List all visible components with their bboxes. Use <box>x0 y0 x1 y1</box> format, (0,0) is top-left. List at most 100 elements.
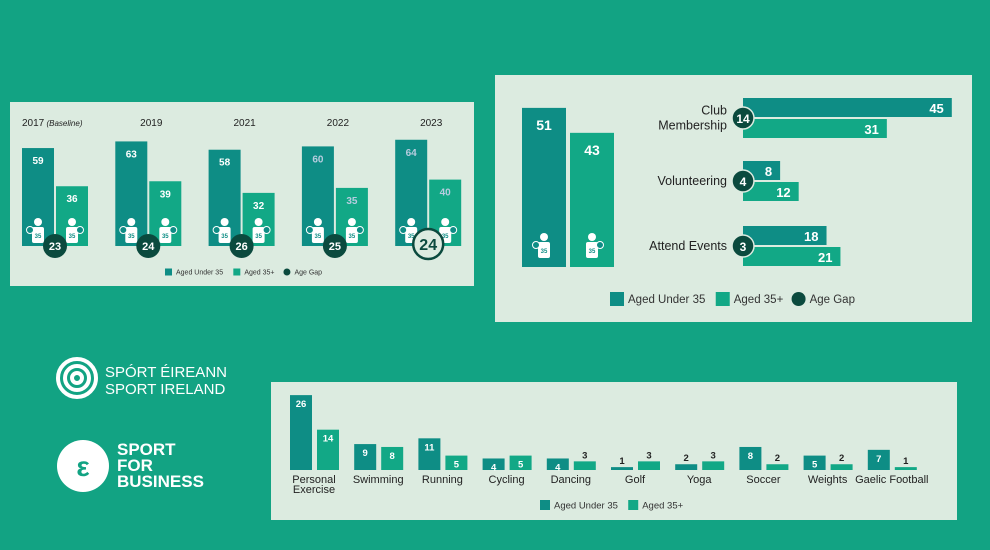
year-label-2019: 2019 <box>140 118 163 129</box>
value-under35-Swimming: 9 <box>363 448 368 459</box>
value-under35-Gaelic Football: 7 <box>876 454 881 465</box>
legend-swatch <box>233 268 241 276</box>
value-under35-Club Membership: 45 <box>929 101 943 116</box>
age-gap-value-2019: 24 <box>142 241 155 253</box>
legend-label: Aged Under 35 <box>554 500 618 511</box>
person-age-label: 35 <box>589 249 596 255</box>
age-gap-circle-Attend Events <box>731 234 755 258</box>
age-gap-circle-2017 <box>43 234 67 258</box>
bar-35plus-Attend Events <box>743 247 841 266</box>
plus-icon <box>596 241 604 249</box>
value-under35-Dancing: 4 <box>555 462 561 473</box>
person-body-icon <box>311 227 324 243</box>
sfb-word-sport: SPORT <box>117 440 176 459</box>
minus-icon <box>119 226 128 234</box>
value-35plus-Running: 5 <box>454 460 460 471</box>
legend-label: Age Gap <box>294 269 322 276</box>
person-body-icon <box>345 227 358 243</box>
bar-35plus-Yoga <box>702 461 725 470</box>
bar-under35-Yoga <box>675 464 698 470</box>
value-35plus-2021: 32 <box>253 201 265 212</box>
value-under35-Golf: 1 <box>619 456 625 467</box>
value-35plus-Golf: 3 <box>646 450 651 461</box>
category-label-Yoga: Yoga <box>687 474 713 486</box>
value-under35-Cycling: 4 <box>491 462 497 473</box>
person-age-label: 35 <box>255 234 262 240</box>
year-label-2021: 2021 <box>233 118 256 129</box>
bar-35plus-Dancing <box>573 461 596 470</box>
legend-age-gap-swatch <box>791 292 806 306</box>
bar-under35-Cycling <box>482 458 505 470</box>
category-label-Club Membership: Membership <box>658 119 727 133</box>
value-35plus-2017: 36 <box>66 194 78 205</box>
person-age-label: 35 <box>35 234 42 240</box>
person-body-icon <box>125 227 138 243</box>
person-body-icon <box>538 242 550 258</box>
value-under35-Attend Events: 18 <box>804 229 818 244</box>
person-head-icon <box>161 218 170 226</box>
legend-label: Aged 35+ <box>734 294 784 306</box>
person-age-label: 35 <box>315 234 322 240</box>
category-label-Personal Exercise: Exercise <box>293 484 335 496</box>
value-35plus-Volunteering: 12 <box>776 185 790 200</box>
minus-icon <box>26 226 34 234</box>
age-gap-value-Attend Events: 3 <box>740 240 747 254</box>
bar-35plus-Soccer <box>766 464 789 470</box>
person-age-label: 35 <box>69 234 76 240</box>
category-label-Dancing: Dancing <box>551 474 591 486</box>
sport-ireland-name-irish: SPÓRT ÉIREANN <box>105 364 227 381</box>
value-under35-Personal Exercise: 26 <box>296 399 307 410</box>
bar-35plus-Golf <box>638 461 660 470</box>
person-head-icon <box>220 218 229 226</box>
value-35plus-Yoga: 3 <box>711 450 716 461</box>
category-label-Swimming: Swimming <box>353 474 404 486</box>
bar-under35-Attend Events <box>743 226 827 245</box>
person-age-label: 35 <box>442 234 449 240</box>
person-head-icon <box>540 233 548 241</box>
bar-under35-Club Membership <box>743 98 952 117</box>
year-label-2017: 2017 (Baseline) <box>22 118 83 129</box>
bar-under35-Swimming <box>354 444 377 470</box>
age-gap-circle-Club Membership <box>731 106 755 130</box>
year-label-2022: 2022 <box>327 118 350 129</box>
age-gap-circle-2019 <box>136 234 161 258</box>
age-gap-value-2023: 24 <box>419 237 437 254</box>
age-gap-circle-Volunteering <box>731 169 755 193</box>
legend-label: Aged 35+ <box>244 269 274 276</box>
plus-icon <box>76 226 84 234</box>
value-under35-2022: 60 <box>312 154 324 165</box>
category-label-Attend Events: Attend Events <box>649 239 727 253</box>
person-age-label: 35 <box>162 234 169 240</box>
value-35plus-Soccer: 2 <box>775 453 780 464</box>
value-35plus-Swimming: 8 <box>390 451 395 462</box>
age-gap-value-2021: 26 <box>235 241 247 253</box>
age-gap-circle-2021 <box>229 234 254 258</box>
value-35plus-2022: 35 <box>346 196 358 207</box>
person-age-label: 35 <box>349 234 356 240</box>
bar-under35-Golf <box>611 467 633 470</box>
bar-under35-Dancing <box>546 458 569 470</box>
value-under35-Yoga: 2 <box>684 453 689 464</box>
person-head-icon <box>588 233 596 241</box>
category-label-Club Membership: Club <box>701 104 727 118</box>
legend-swatch <box>165 268 172 276</box>
age-gap-value-2017: 23 <box>49 241 61 253</box>
person-head-icon <box>313 218 322 226</box>
value-under35-Soccer: 8 <box>748 451 753 462</box>
minus-icon <box>212 226 221 234</box>
bar-35plus-Gaelic Football <box>894 467 917 470</box>
sfb-word-for: FOR <box>117 456 153 475</box>
minus-icon <box>532 241 540 249</box>
minus-icon <box>305 226 314 234</box>
person-body-icon <box>586 242 598 258</box>
person-head-icon <box>441 218 450 226</box>
category-label-Personal Exercise: Personal <box>292 474 335 486</box>
category-label-Gaelic Football: Gaelic Football <box>855 474 928 486</box>
value-35plus-Gaelic Football: 1 <box>903 456 909 467</box>
value-35plus-Personal Exercise: 14 <box>323 434 334 445</box>
value-35plus-Cycling: 5 <box>518 460 524 471</box>
value-under35-Weights: 5 <box>812 460 818 471</box>
plus-icon <box>449 226 458 234</box>
bar-35plus-Swimming <box>381 446 404 470</box>
age-gap-circle-2022 <box>322 234 347 258</box>
